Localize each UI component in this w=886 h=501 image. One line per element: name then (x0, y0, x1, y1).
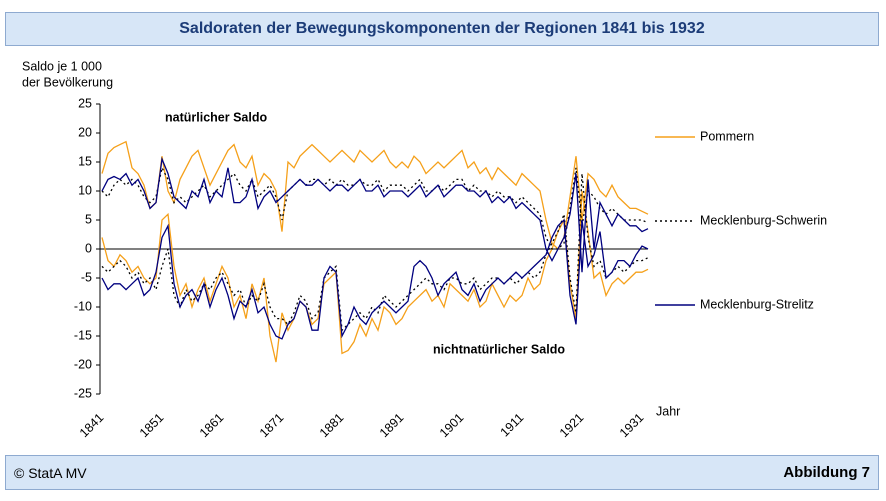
y-tick-label: 15 (78, 154, 92, 168)
legend-label: Mecklenburg-Schwerin (700, 213, 827, 227)
y-tick-label: 25 (78, 96, 92, 110)
y-tick-label: 20 (78, 125, 92, 139)
x-tick-label: 1901 (437, 411, 467, 441)
series-line (101, 165, 649, 250)
annotation: natürlicher Saldo (165, 110, 267, 124)
chart-title: Saldoraten der Bewegungskomponenten der … (179, 20, 705, 37)
y-tick-label: -20 (74, 357, 92, 371)
x-tick-label: 1881 (317, 411, 347, 441)
series-line (101, 140, 649, 251)
y-tick-label: 5 (85, 212, 92, 226)
y-axis-label: der Bevölkerung (22, 75, 113, 89)
x-tick-label: 1911 (498, 411, 527, 440)
series-line (101, 218, 649, 340)
series-line (101, 190, 649, 363)
footer-bar: © StatA MV Abbildung 7 (5, 455, 879, 490)
x-tick-label: 1871 (257, 411, 287, 441)
annotation: nichtnatürlicher Saldo (433, 342, 565, 356)
x-tick-label: 1861 (197, 411, 227, 441)
y-tick-label: -25 (74, 386, 92, 400)
source: © StatA MV (14, 465, 87, 481)
legend-label: Mecklenburg-Strelitz (700, 297, 814, 311)
y-tick-label: 10 (78, 183, 92, 197)
y-tick-label: -15 (74, 328, 92, 342)
x-axis-label: Jahr (656, 404, 680, 418)
y-axis-label: Saldo je 1 000 (22, 59, 102, 73)
y-tick-label: -5 (81, 270, 92, 284)
series-line (101, 156, 649, 273)
title-bar: Saldoraten der Bewegungskomponenten der … (5, 12, 879, 46)
x-tick-label: 1841 (77, 411, 107, 441)
x-tick-label: 1891 (377, 411, 407, 441)
y-tick-label: -10 (74, 299, 92, 313)
y-tick-label: 0 (85, 241, 92, 255)
legend-label: Pommern (700, 129, 754, 143)
x-tick-label: 1931 (617, 411, 647, 441)
x-tick-label: 1851 (137, 411, 167, 441)
chart: Saldo je 1 000 der Bevölkerung -25 -20 -15 -1… (22, 59, 827, 441)
figure-label: Abbildung 7 (783, 464, 870, 481)
x-tick-label: 1921 (557, 411, 587, 441)
